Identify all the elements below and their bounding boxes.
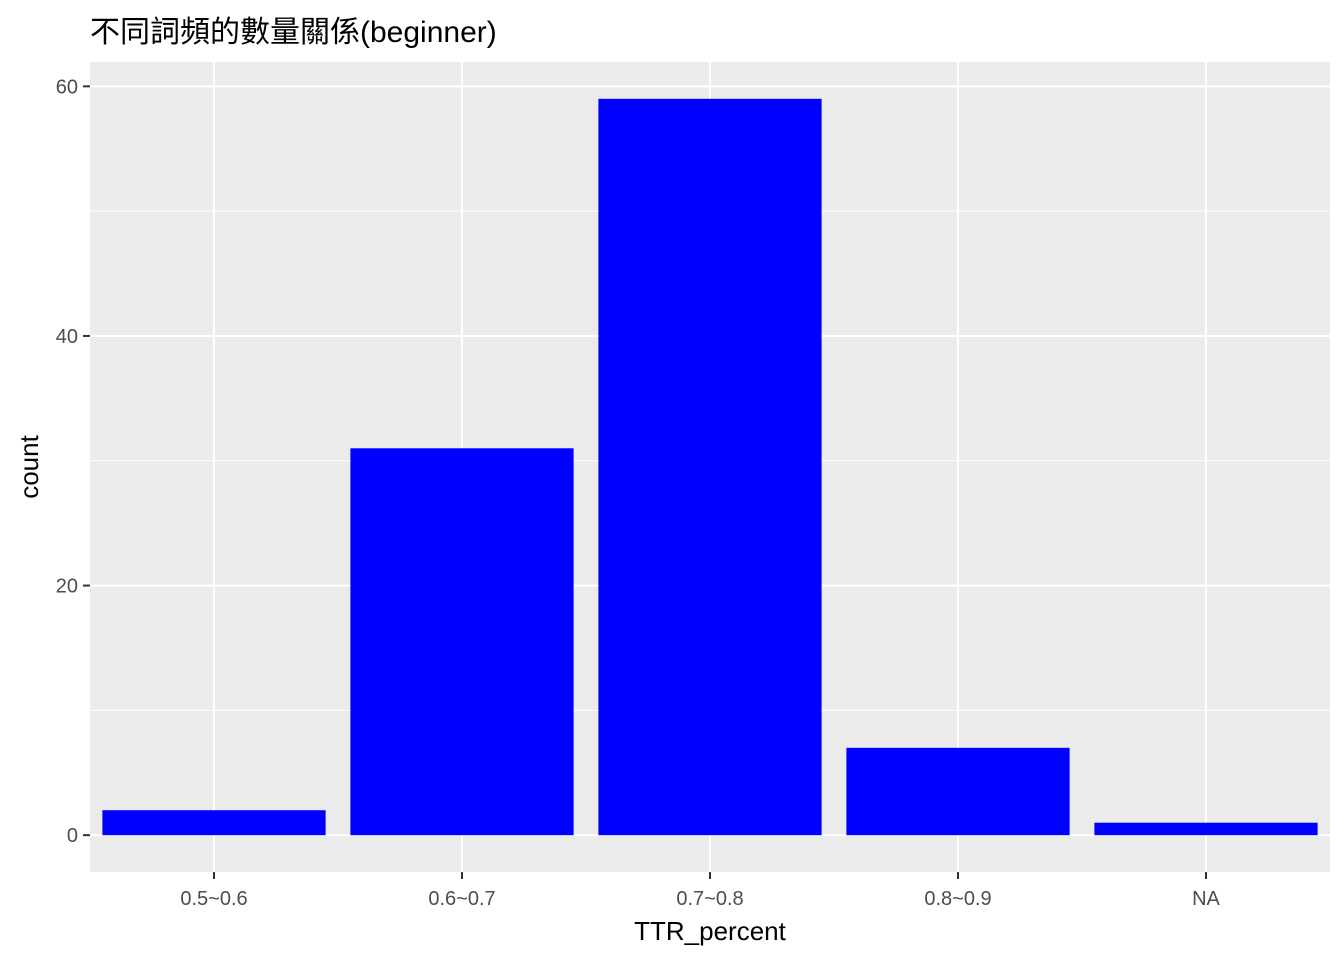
x-axis-title: TTR_percent — [634, 916, 786, 946]
y-tick-label: 40 — [56, 326, 78, 348]
bar-0.5~0.6 — [102, 810, 326, 836]
y-axis: 0 20 40 60 — [56, 76, 90, 847]
bar-0.6~0.7 — [350, 448, 574, 836]
x-axis: 0.5~0.6 0.6~0.7 0.7~0.8 0.8~0.9 NA — [180, 872, 1221, 910]
y-tick-label: 0 — [67, 825, 78, 847]
bar-NA — [1094, 822, 1318, 836]
x-tick-label: NA — [1192, 888, 1220, 910]
y-tick-label: 60 — [56, 76, 78, 98]
y-axis-title: count — [14, 434, 44, 498]
bars — [102, 98, 1318, 836]
x-tick-label: 0.5~0.6 — [180, 888, 247, 910]
y-tick-label: 20 — [56, 576, 78, 598]
x-tick-label: 0.7~0.8 — [676, 888, 743, 910]
chart-title: 不同詞頻的數量關係(beginner) — [90, 16, 497, 49]
x-tick-label: 0.6~0.7 — [428, 888, 495, 910]
x-tick-label: 0.8~0.9 — [924, 888, 991, 910]
bar-0.8~0.9 — [846, 747, 1070, 836]
bar-0.7~0.8 — [598, 98, 822, 836]
